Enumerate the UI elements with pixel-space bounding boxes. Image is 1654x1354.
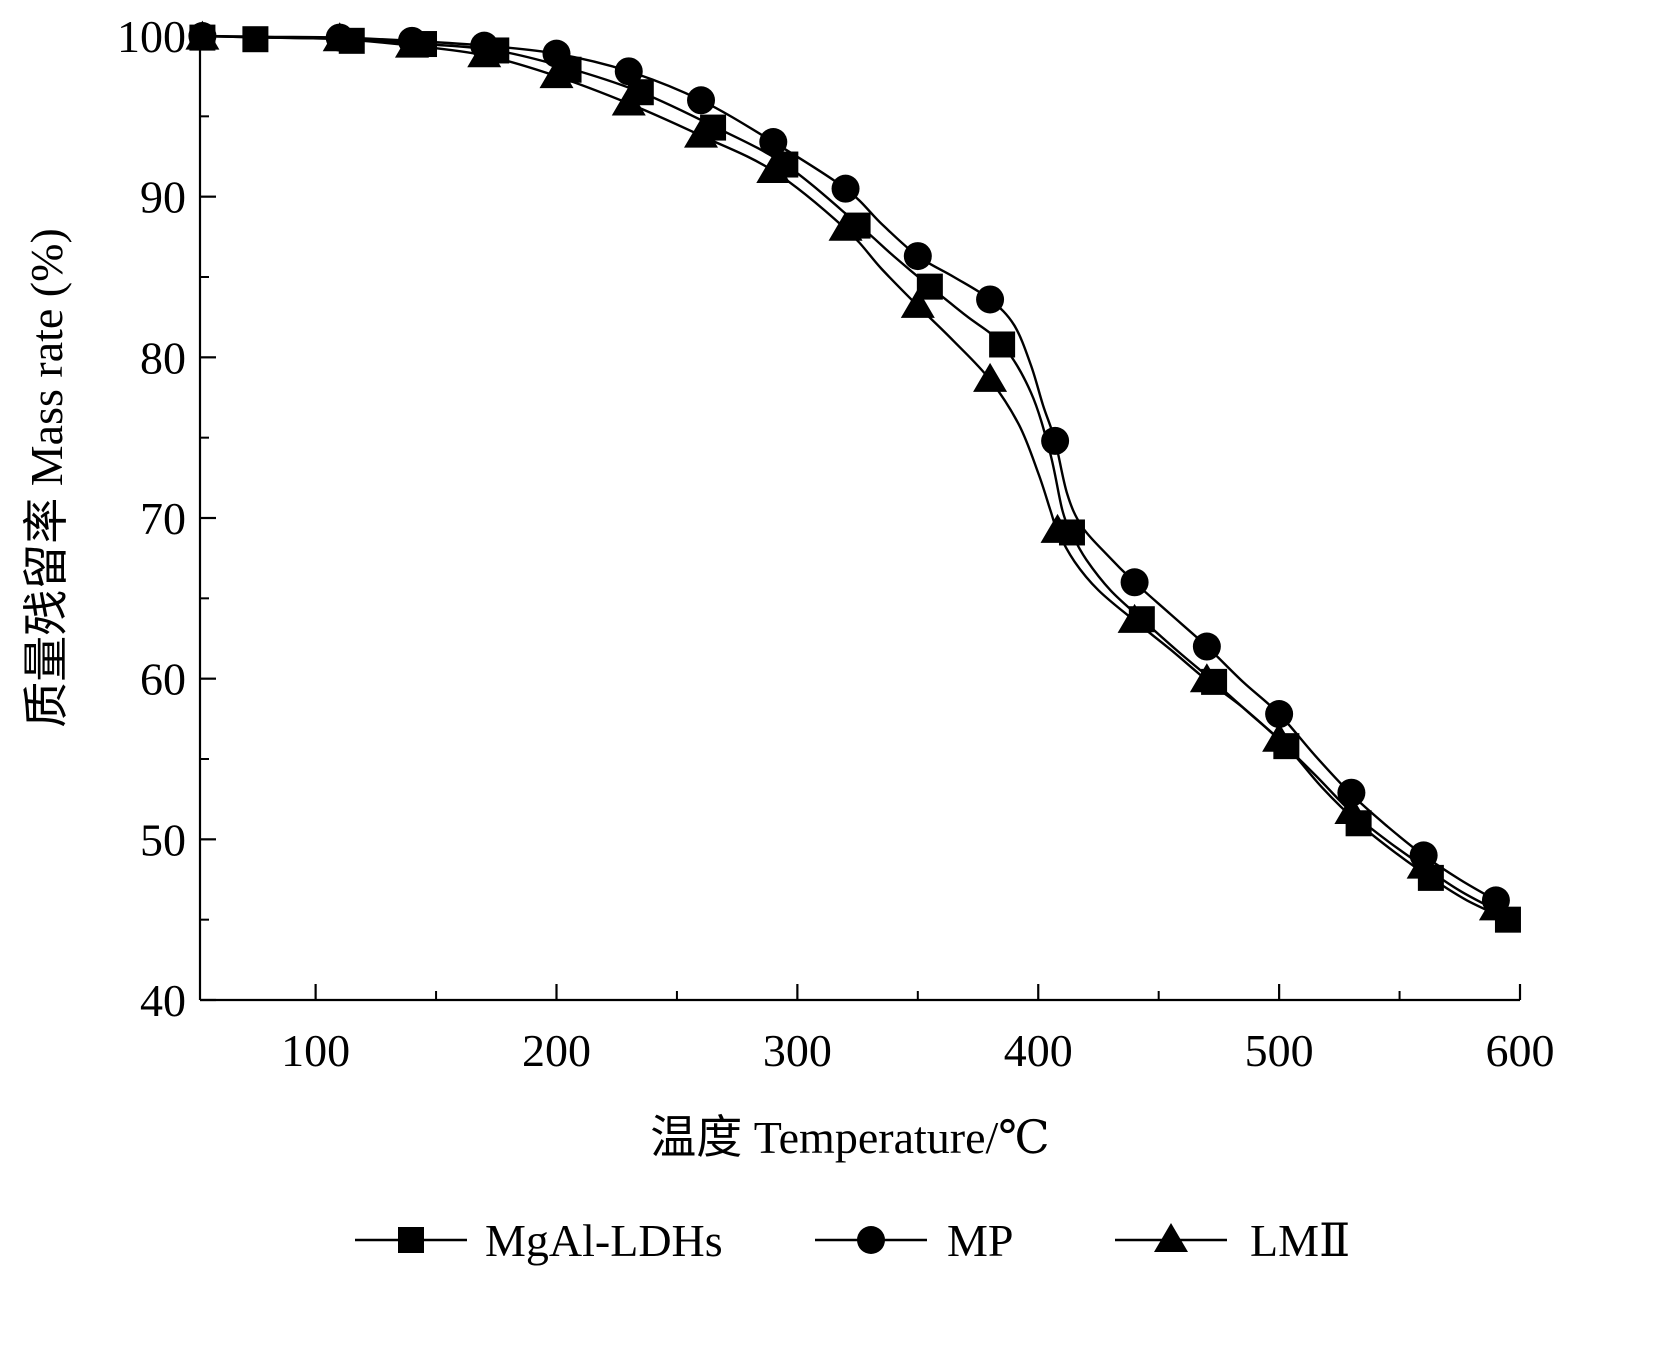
x-axis-title: 温度 Temperature/℃	[650, 1112, 1050, 1163]
series-line-triangle	[199, 34, 1497, 912]
series-line-square	[199, 34, 1509, 921]
series-circle	[188, 22, 1510, 915]
y-tick-label: 50	[140, 814, 186, 865]
legend-entry-mgal-ldhs: MgAl-LDHs	[355, 1215, 723, 1266]
legend-symbol-triangle	[1115, 1223, 1227, 1252]
data-point-triangle	[322, 22, 357, 52]
y-tick-label: 60	[140, 654, 186, 705]
data-point-triangle	[1334, 795, 1369, 825]
legend-label-mgal-ldhs: MgAl-LDHs	[485, 1215, 723, 1266]
data-point-triangle	[394, 28, 429, 58]
data-point-circle	[1337, 778, 1366, 807]
series-triangle	[185, 20, 1513, 921]
data-point-square	[242, 26, 269, 53]
data-point-triangle	[756, 153, 791, 183]
legend-label-lm2: LMⅡ	[1250, 1215, 1350, 1266]
legend-entry-lm2: LMⅡ	[1115, 1215, 1350, 1266]
legend-marker-triangle	[1154, 1223, 1188, 1252]
data-point-circle	[1192, 632, 1221, 661]
data-point-circle	[687, 86, 716, 115]
data-point-triangle	[539, 59, 574, 89]
y-tick-label: 40	[140, 975, 186, 1026]
x-tick-label: 100	[281, 1025, 350, 1076]
data-point-triangle	[900, 288, 935, 318]
data-point-circle	[759, 128, 788, 157]
data-point-triangle	[1262, 722, 1297, 752]
y-tick-label: 70	[140, 493, 186, 544]
y-tick-label: 100	[117, 11, 186, 62]
data-point-triangle	[611, 86, 646, 116]
x-tick-label: 600	[1486, 1025, 1555, 1076]
x-tick-label: 500	[1245, 1025, 1314, 1076]
data-point-circle	[614, 57, 643, 86]
y-tick-label: 80	[140, 332, 186, 383]
legend-label-mp: MP	[947, 1215, 1013, 1266]
axis-labels: 温度 Temperature/℃ 质量残留率 Mass rate (%)	[21, 228, 1050, 1163]
data-point-circle	[1041, 426, 1070, 455]
data-point-triangle	[973, 362, 1008, 392]
data-point-triangle	[684, 118, 719, 148]
y-axis-title: 质量残留率 Mass rate (%)	[21, 228, 72, 728]
data-point-triangle	[185, 20, 220, 50]
data-point-triangle	[1189, 663, 1224, 693]
data-point-triangle	[467, 38, 502, 68]
data-point-triangle	[1478, 891, 1513, 921]
x-tick-label: 200	[522, 1025, 591, 1076]
x-tick-label: 300	[763, 1025, 832, 1076]
series-group	[185, 20, 1521, 933]
legend-entry-mp: MP	[815, 1215, 1013, 1266]
legend-marker-square	[398, 1227, 424, 1253]
data-point-circle	[831, 174, 860, 203]
data-point-triangle	[828, 211, 863, 241]
data-point-square	[989, 331, 1016, 358]
data-point-triangle	[1406, 849, 1441, 879]
data-point-circle	[1120, 568, 1149, 597]
data-point-triangle	[1040, 513, 1075, 543]
data-point-triangle	[1117, 603, 1152, 633]
data-point-circle	[1265, 700, 1294, 729]
legend-symbol-circle	[815, 1226, 927, 1254]
x-tick-label: 400	[1004, 1025, 1073, 1076]
legend: MgAl-LDHs MP LMⅡ	[355, 1215, 1350, 1266]
data-point-circle	[542, 39, 571, 68]
y-tick-label: 90	[140, 172, 186, 223]
axes: 100 200 300 400 500 600 40 50 60 70 80 90 100	[117, 11, 1555, 1076]
legend-symbol-square	[355, 1227, 467, 1253]
data-point-circle	[976, 285, 1005, 314]
legend-marker-circle	[857, 1226, 885, 1254]
data-point-circle	[903, 242, 932, 271]
series-square	[189, 24, 1521, 933]
